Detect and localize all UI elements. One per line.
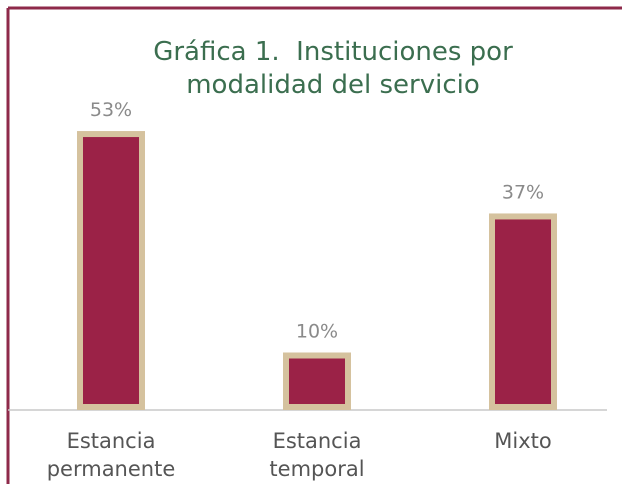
x-tick-label: Mixto xyxy=(494,429,552,453)
value-label: 10% xyxy=(296,321,338,343)
x-tick-label: Estancia permanente xyxy=(46,429,176,481)
chart-title: Gráfica 1. Instituciones por modalidad d… xyxy=(153,37,522,100)
bar xyxy=(283,352,351,410)
value-label: 53% xyxy=(90,99,132,121)
value-label: 37% xyxy=(502,181,544,203)
bar xyxy=(489,213,557,410)
bar xyxy=(77,131,145,411)
x-tick-label: Estancia temporal xyxy=(269,429,365,481)
